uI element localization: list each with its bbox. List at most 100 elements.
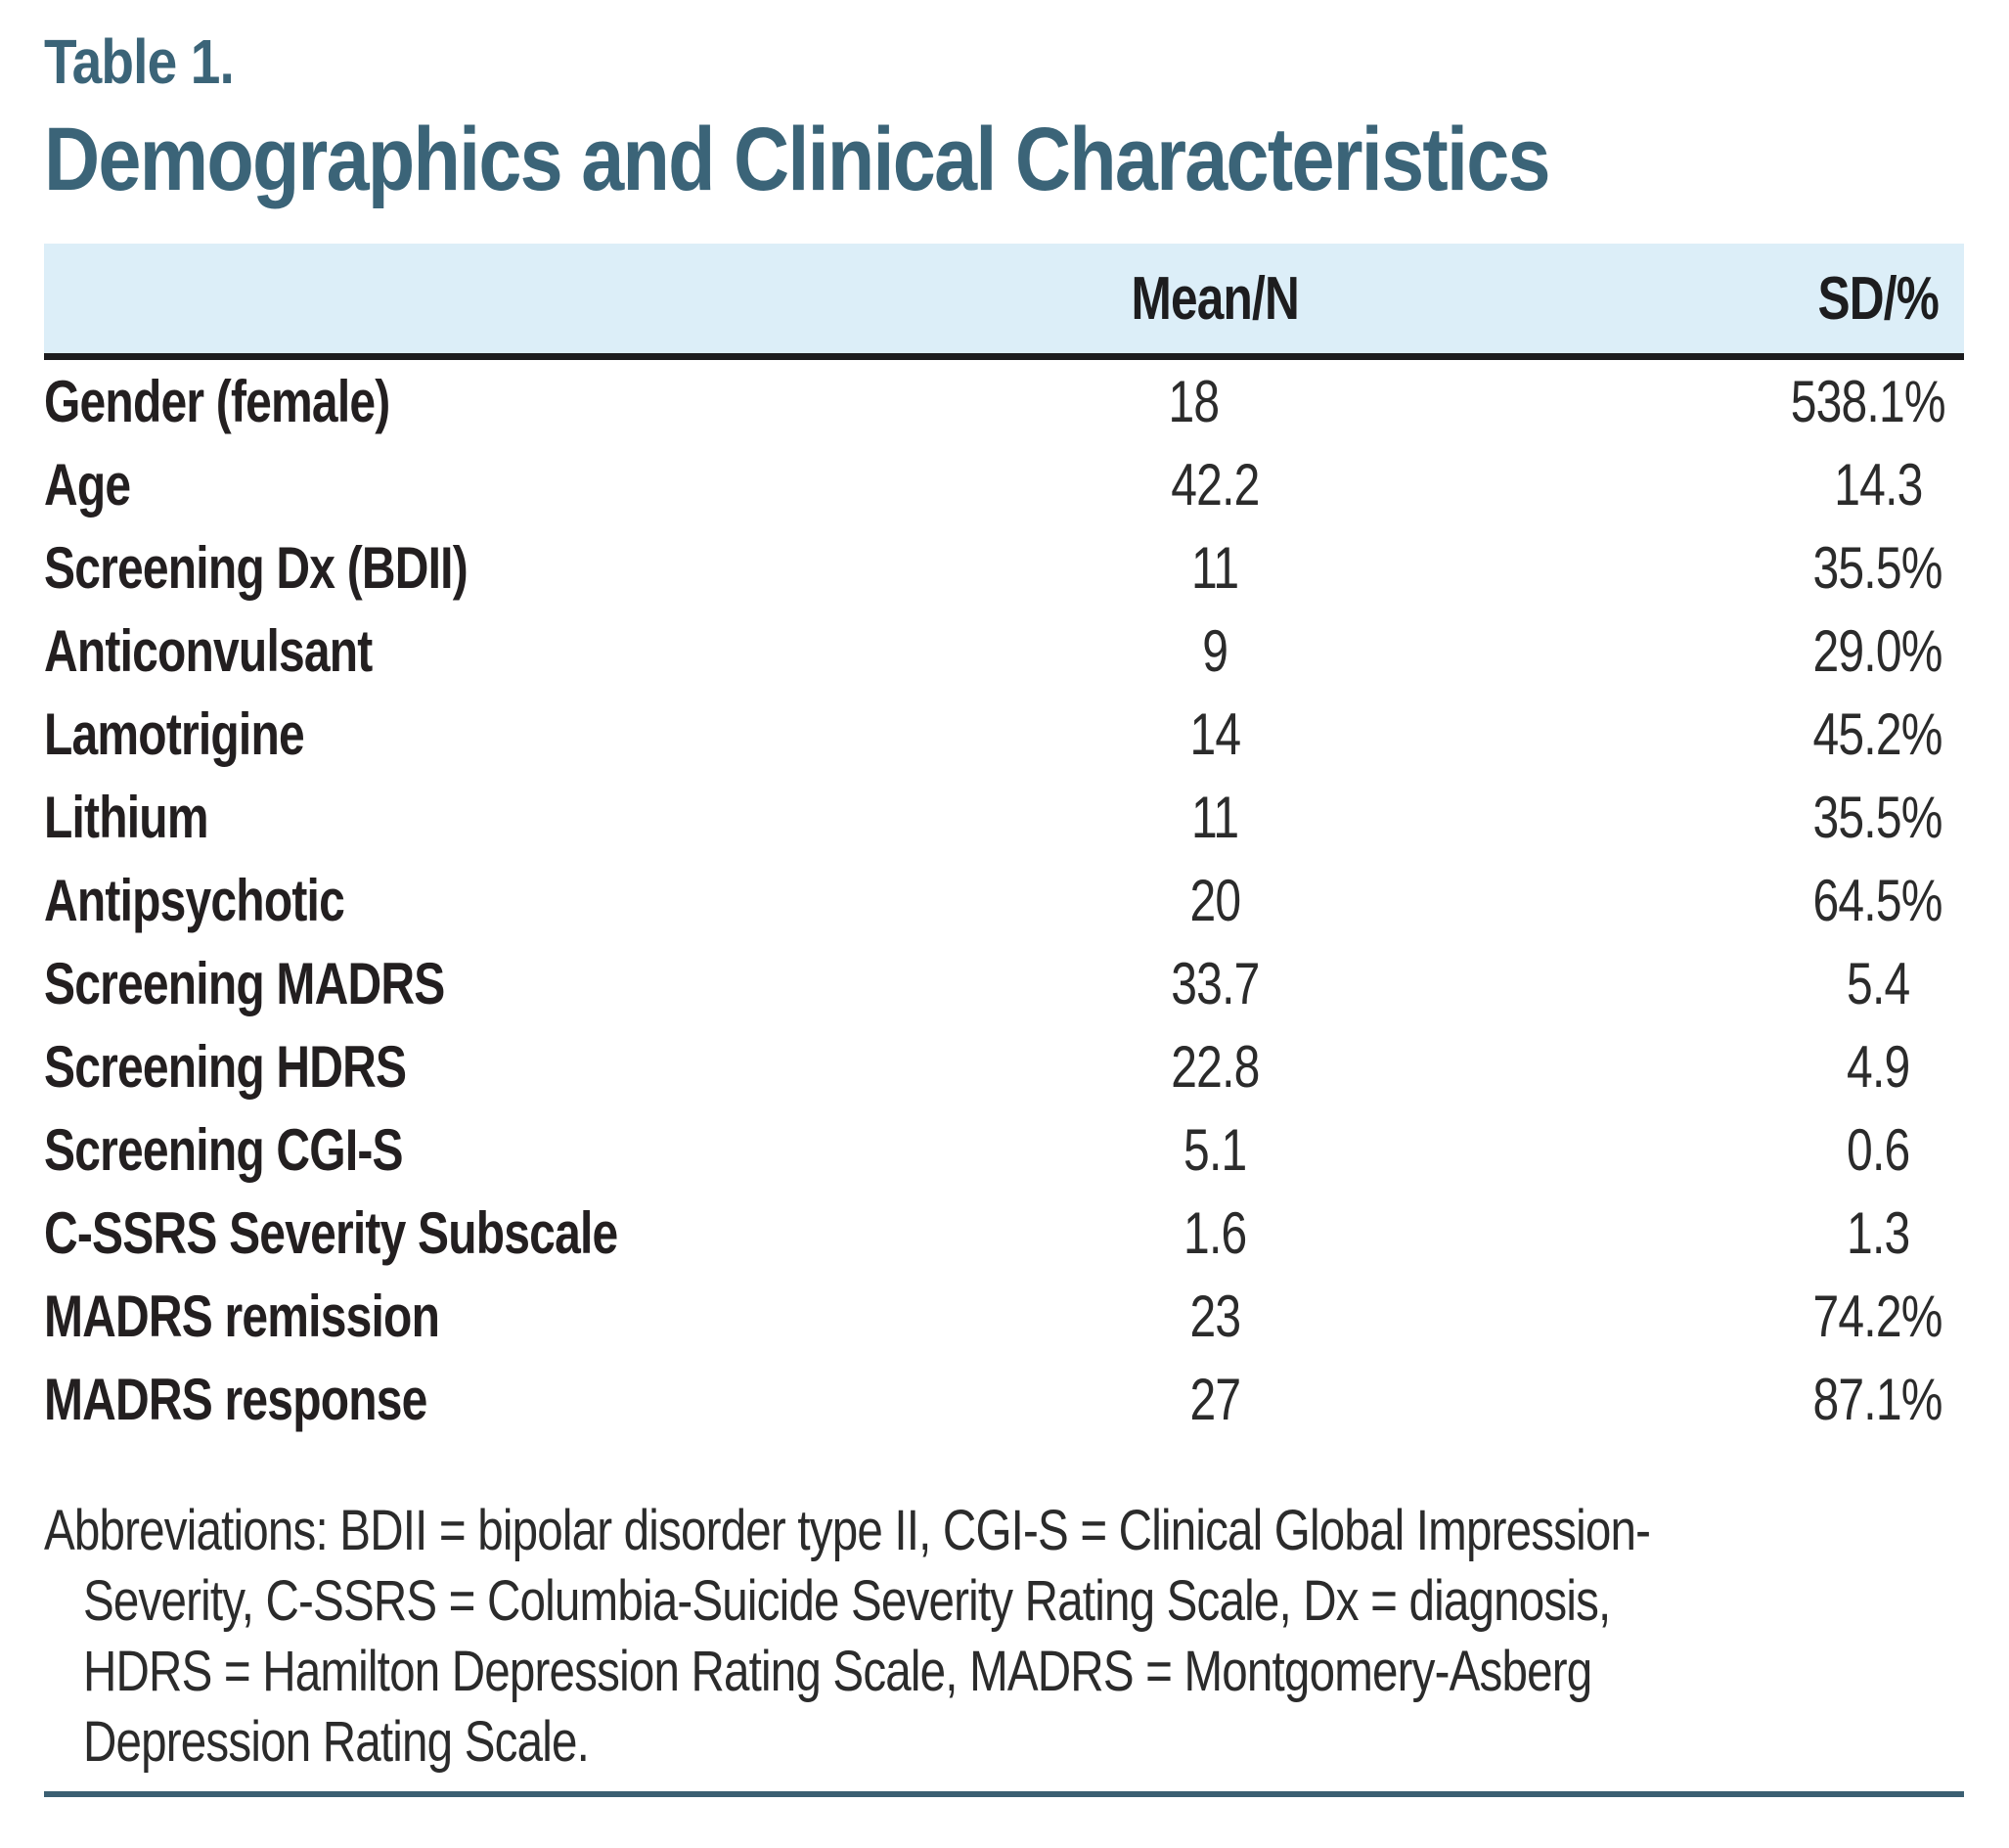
row-label-text: Anticonvulsant — [44, 618, 373, 685]
cell-mean-text: 42.2 — [1170, 452, 1260, 518]
footnote-line: Depression Rating Scale. — [44, 1707, 1964, 1778]
row-label-text: Antipsychotic — [44, 868, 345, 934]
cell-mean-text: 9 — [1202, 618, 1228, 685]
cell-sd: 35.5% — [1792, 776, 1964, 859]
footnote-line-text: HDRS = Hamilton Depression Rating Scale,… — [83, 1640, 1592, 1704]
cell-sd-text: 4.9 — [1846, 1034, 1910, 1101]
cell-mean-text: 14 — [1189, 701, 1241, 768]
cell-sd: 35.5% — [1792, 526, 1964, 609]
demographics-table: Mean/N SD/% Gender (female) 18 538.1% Ag… — [44, 244, 1964, 1441]
cell-mean-text: 1.6 — [1183, 1200, 1247, 1267]
row-label: Screening CGI-S — [44, 1108, 1019, 1192]
cell-sd-text: 5.4 — [1846, 951, 1910, 1017]
cell-mean-text: 11 — [1190, 785, 1239, 851]
cell-mean-text: 11 — [1190, 535, 1239, 602]
row-label-text: MADRS response — [44, 1367, 427, 1433]
row-label: Screening HDRS — [44, 1025, 1019, 1108]
cell-sd: 74.2% — [1792, 1275, 1964, 1358]
cell-mean: 5.1 — [1019, 1108, 1410, 1192]
column-header-sd-text: SD/% — [1817, 264, 1939, 333]
row-label-text: Screening HDRS — [44, 1034, 407, 1101]
cell-mean: 27 — [1019, 1358, 1410, 1441]
table-row: Screening HDRS 22.8 4.9 — [44, 1025, 1964, 1108]
table-row: MADRS response 27 87.1% — [44, 1358, 1964, 1441]
cell-mean-text: 22.8 — [1170, 1034, 1260, 1101]
table-row: Lamotrigine 14 45.2% — [44, 693, 1964, 776]
row-label-text: Screening MADRS — [44, 951, 445, 1017]
footnote-line-text: Severity, C-SSRS = Columbia-Suicide Seve… — [83, 1569, 1611, 1634]
cell-mean-text: 20 — [1189, 868, 1241, 934]
table-row: Screening MADRS 33.7 5.4 — [44, 942, 1964, 1025]
footnote-line: Severity, C-SSRS = Columbia-Suicide Seve… — [44, 1566, 1964, 1637]
row-label-text: Screening Dx (BDII) — [44, 535, 469, 602]
cell-mean: 18 — [999, 360, 1390, 443]
cell-sd-text: 0.6 — [1846, 1117, 1910, 1184]
table-row: MADRS remission 23 74.2% — [44, 1275, 1964, 1358]
cell-sd-text: 29.0% — [1812, 618, 1943, 685]
cell-mean: 14 — [1019, 693, 1410, 776]
table-row: Age 42.2 14.3 — [44, 443, 1964, 526]
footnote-line: HDRS = Hamilton Depression Rating Scale,… — [44, 1637, 1964, 1707]
bottom-rule — [44, 1791, 1964, 1798]
footnote-line-text: Abbreviations: BDII = bipolar disorder t… — [44, 1499, 1651, 1563]
cell-mean: 20 — [1019, 859, 1410, 942]
cell-sd: 87.1% — [1792, 1358, 1964, 1441]
header-divider-rule — [44, 353, 1964, 361]
cell-sd-text: 538.1% — [1790, 369, 1945, 435]
row-label: Lamotrigine — [44, 693, 1019, 776]
cell-mean-text: 33.7 — [1170, 951, 1260, 1017]
row-label-text: Lithium — [44, 785, 208, 851]
table-header-row: Mean/N SD/% — [44, 244, 1964, 354]
row-label: Anticonvulsant — [44, 609, 1019, 693]
cell-mean: 23 — [1019, 1275, 1410, 1358]
footnote-line-text: Depression Rating Scale. — [83, 1710, 590, 1775]
row-label: MADRS remission — [44, 1275, 1019, 1358]
cell-mean: 42.2 — [1019, 443, 1410, 526]
row-label: Screening MADRS — [44, 942, 1019, 1025]
table-row: Screening CGI-S 5.1 0.6 — [44, 1108, 1964, 1192]
cell-sd: 5.4 — [1792, 942, 1964, 1025]
row-label-text: C-SSRS Severity Subscale — [44, 1200, 618, 1267]
cell-mean-text: 18 — [1168, 369, 1221, 435]
cell-mean-text: 5.1 — [1183, 1117, 1247, 1184]
cell-sd-text: 64.5% — [1812, 868, 1943, 934]
table-row: Screening Dx (BDII) 11 35.5% — [44, 526, 1964, 609]
cell-sd: 45.2% — [1792, 693, 1964, 776]
cell-sd: 1.3 — [1792, 1192, 1964, 1275]
table-row: Lithium 11 35.5% — [44, 776, 1964, 859]
cell-sd: 4.9 — [1792, 1025, 1964, 1108]
page-title-text: Demographics and Clinical Characteristic… — [44, 109, 1551, 209]
row-label: C-SSRS Severity Subscale — [44, 1192, 1019, 1275]
row-label-text: Lamotrigine — [44, 701, 305, 768]
cell-sd-text: 45.2% — [1812, 701, 1943, 768]
row-label-text: Gender (female) — [44, 369, 390, 435]
cell-sd: 0.6 — [1792, 1108, 1964, 1192]
table-body: Gender (female) 18 538.1% Age 42.2 14.3 … — [44, 360, 1964, 1441]
cell-sd-text: 35.5% — [1812, 785, 1943, 851]
cell-mean: 22.8 — [1019, 1025, 1410, 1108]
cell-mean: 9 — [1019, 609, 1410, 693]
cell-mean: 1.6 — [1019, 1192, 1410, 1275]
row-label-text: MADRS remission — [44, 1284, 440, 1350]
column-header-sd: SD/% — [1792, 264, 1964, 334]
row-label: MADRS response — [44, 1358, 1019, 1441]
column-header-mean-text: Mean/N — [1131, 264, 1299, 333]
row-label: Lithium — [44, 776, 1019, 859]
cell-sd: 538.1% — [1771, 360, 1965, 443]
cell-sd-text: 87.1% — [1812, 1367, 1943, 1433]
cell-mean: 33.7 — [1019, 942, 1410, 1025]
table-number-text: Table 1. — [44, 26, 235, 97]
cell-mean-text: 23 — [1189, 1284, 1241, 1350]
footnote-line: Abbreviations: BDII = bipolar disorder t… — [44, 1496, 1964, 1566]
table-number: Table 1. — [44, 26, 1964, 98]
cell-sd: 29.0% — [1792, 609, 1964, 693]
table-row: C-SSRS Severity Subscale 1.6 1.3 — [44, 1192, 1964, 1275]
abbreviations-footnote: Abbreviations: BDII = bipolar disorder t… — [44, 1496, 1964, 1778]
row-label: Age — [44, 443, 1019, 526]
row-label: Antipsychotic — [44, 859, 1019, 942]
cell-sd-text: 35.5% — [1812, 535, 1943, 602]
row-label: Gender (female) — [44, 360, 999, 443]
cell-sd-text: 74.2% — [1812, 1284, 1943, 1350]
table-row: Antipsychotic 20 64.5% — [44, 859, 1964, 942]
